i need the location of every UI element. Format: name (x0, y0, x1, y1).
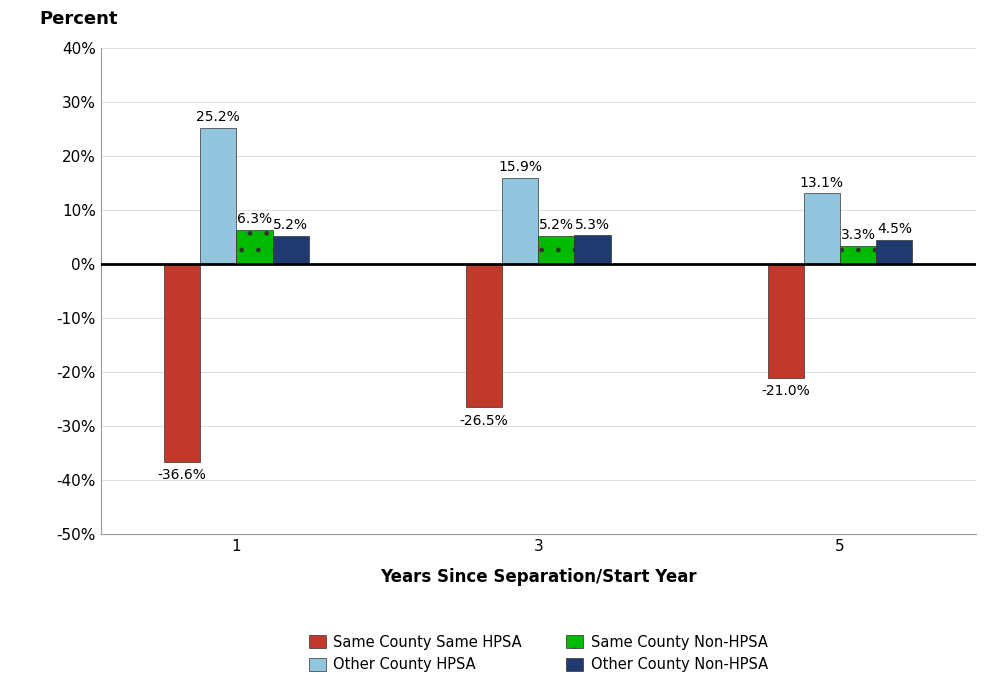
Bar (574, 236, 611, 264)
Text: 25.2%: 25.2% (196, 110, 240, 124)
Text: -36.6%: -36.6% (158, 469, 206, 482)
Text: 13.1%: 13.1% (800, 175, 844, 190)
Text: 4.5%: 4.5% (877, 222, 911, 236)
Bar (840, 247, 876, 264)
X-axis label: Years Since Separation/Start Year: Years Since Separation/Start Year (380, 568, 696, 586)
Bar (200, 128, 236, 264)
Text: 3.3%: 3.3% (841, 229, 875, 242)
Bar (804, 193, 840, 264)
Bar (538, 236, 574, 264)
Bar (236, 230, 273, 264)
Text: 5.2%: 5.2% (274, 219, 308, 232)
Text: -26.5%: -26.5% (460, 414, 508, 428)
Text: Percent: Percent (39, 10, 118, 29)
Bar (466, 264, 502, 408)
Legend: Same County Same HPSA, Other County HPSA, Same County Non-HPSA, Other County Non: Same County Same HPSA, Other County HPSA… (303, 629, 774, 678)
Text: 6.3%: 6.3% (237, 212, 272, 226)
Text: 5.3%: 5.3% (575, 218, 610, 232)
Bar (876, 240, 912, 264)
Bar (273, 236, 309, 264)
Text: 5.2%: 5.2% (539, 219, 573, 232)
Text: -21.0%: -21.0% (762, 384, 810, 398)
Text: 15.9%: 15.9% (498, 160, 542, 175)
Bar (502, 178, 538, 264)
Bar (164, 264, 200, 462)
Bar (768, 264, 804, 377)
